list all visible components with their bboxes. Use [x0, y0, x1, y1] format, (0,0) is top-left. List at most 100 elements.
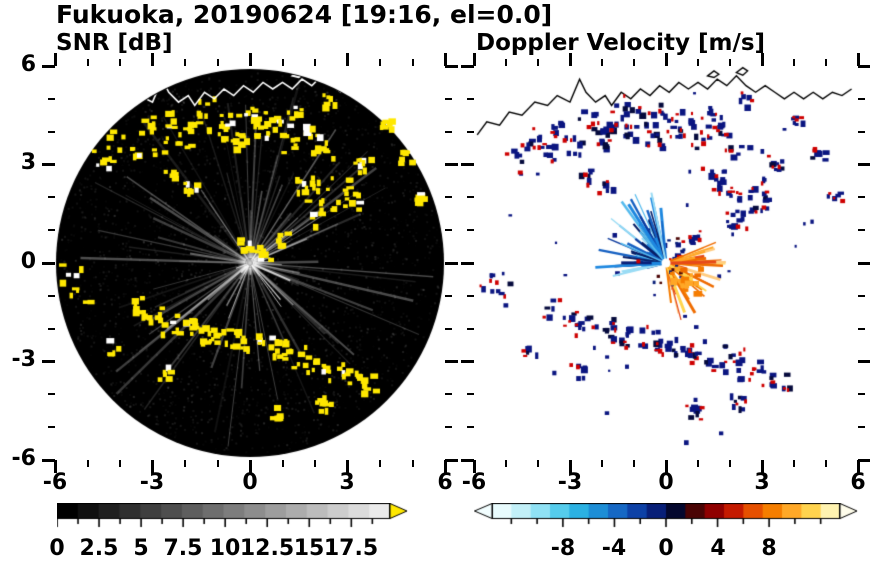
- axis-tick: [856, 53, 860, 66]
- axis-tick: [443, 53, 447, 66]
- axis-tick: [467, 294, 474, 297]
- y-tick-label: 3: [20, 150, 36, 175]
- axis-tick: [467, 229, 474, 232]
- axis-tick: [445, 426, 452, 429]
- axis-tick: [633, 460, 635, 467]
- axis-tick: [858, 196, 865, 199]
- x-tick-label: 3: [339, 470, 355, 495]
- velocity-panel-title: Doppler Velocity [m/s]: [476, 30, 766, 56]
- velocity-colorbar: [474, 503, 858, 533]
- axis-tick: [445, 229, 452, 232]
- axis-tick: [53, 460, 57, 473]
- axis-tick: [248, 460, 252, 473]
- x-tick-label: 0: [242, 470, 258, 495]
- axis-tick: [858, 130, 865, 133]
- axis-tick: [537, 460, 539, 467]
- axis-tick: [151, 460, 154, 473]
- axis-tick: [858, 163, 870, 166]
- axis-tick: [445, 360, 458, 363]
- axis-tick: [697, 59, 699, 66]
- x-tick-label: 6: [850, 470, 866, 495]
- axis-tick: [48, 426, 55, 429]
- axis-tick: [379, 460, 381, 467]
- axis-tick: [248, 53, 252, 66]
- axis-tick: [443, 460, 447, 473]
- axis-tick: [445, 64, 458, 68]
- x-tick-label: 3: [754, 470, 770, 495]
- axis-tick: [445, 163, 458, 166]
- axis-tick: [858, 64, 870, 68]
- snr-cbar-label: 10: [209, 536, 241, 561]
- axis-tick: [184, 59, 186, 66]
- axis-tick: [461, 458, 474, 462]
- axis-tick: [53, 53, 57, 66]
- axis-tick: [472, 53, 476, 66]
- axis-tick: [445, 458, 458, 462]
- axis-tick: [461, 163, 474, 166]
- axis-tick: [86, 460, 89, 467]
- axis-tick: [505, 460, 507, 467]
- axis-tick: [461, 261, 474, 265]
- vel-cbar-label: -8: [550, 536, 576, 561]
- vel-cbar-label: 0: [658, 536, 674, 561]
- axis-tick: [314, 59, 316, 66]
- axis-tick: [633, 59, 635, 66]
- axis-tick: [48, 196, 55, 199]
- axis-tick: [858, 360, 870, 363]
- x-tick-label: -3: [139, 470, 165, 495]
- axis-tick: [48, 97, 55, 100]
- axis-tick: [856, 460, 860, 473]
- axis-tick: [445, 97, 452, 100]
- axis-tick: [411, 460, 414, 467]
- axis-tick: [48, 229, 55, 232]
- axis-tick: [729, 59, 731, 66]
- snr-cbar-label: 12.5: [239, 536, 295, 561]
- x-tick-label: -6: [42, 470, 68, 495]
- snr-cbar-label: 5: [133, 536, 149, 561]
- axis-tick: [858, 229, 865, 232]
- axis-tick: [472, 460, 476, 473]
- y-tick-label: -3: [11, 347, 36, 372]
- axis-tick: [42, 360, 55, 363]
- axis-tick: [411, 59, 414, 66]
- snr-colorbar: [57, 503, 409, 533]
- axis-tick: [48, 294, 55, 297]
- snr-cbar-label: 7.5: [163, 536, 203, 561]
- axis-tick: [664, 53, 668, 66]
- y-tick-label: 0: [20, 249, 36, 274]
- axis-tick: [445, 261, 458, 265]
- axis-tick: [379, 59, 381, 66]
- axis-tick: [346, 460, 349, 473]
- axis-tick: [825, 460, 827, 467]
- x-tick-label: -3: [557, 470, 583, 495]
- axis-tick: [467, 97, 474, 100]
- axis-tick: [858, 327, 865, 330]
- axis-tick: [467, 327, 474, 330]
- figure-title: Fukuoka, 20190624 [19:16, el=0.0]: [56, 0, 553, 29]
- axis-tick: [445, 393, 452, 396]
- axis-tick: [216, 59, 219, 66]
- axis-tick: [42, 261, 55, 265]
- axis-tick: [184, 460, 186, 467]
- y-tick-label: 6: [20, 52, 36, 77]
- axis-tick: [467, 196, 474, 199]
- axis-tick: [858, 458, 870, 462]
- axis-tick: [42, 163, 55, 166]
- vel-cbar-label: 4: [710, 536, 726, 561]
- snr-panel-title: SNR [dB]: [56, 30, 173, 56]
- x-tick-label: 0: [658, 470, 674, 495]
- axis-tick: [858, 261, 870, 265]
- axis-tick: [42, 64, 55, 68]
- axis-tick: [467, 393, 474, 396]
- axis-tick: [314, 460, 316, 467]
- axis-tick: [505, 59, 507, 66]
- axis-tick: [601, 59, 603, 66]
- y-tick-label: -6: [11, 446, 36, 471]
- axis-tick: [445, 294, 452, 297]
- x-tick-label: -6: [461, 470, 487, 495]
- axis-tick: [119, 59, 121, 66]
- axis-tick: [467, 130, 474, 133]
- axis-tick: [729, 460, 731, 467]
- axis-tick: [119, 460, 121, 467]
